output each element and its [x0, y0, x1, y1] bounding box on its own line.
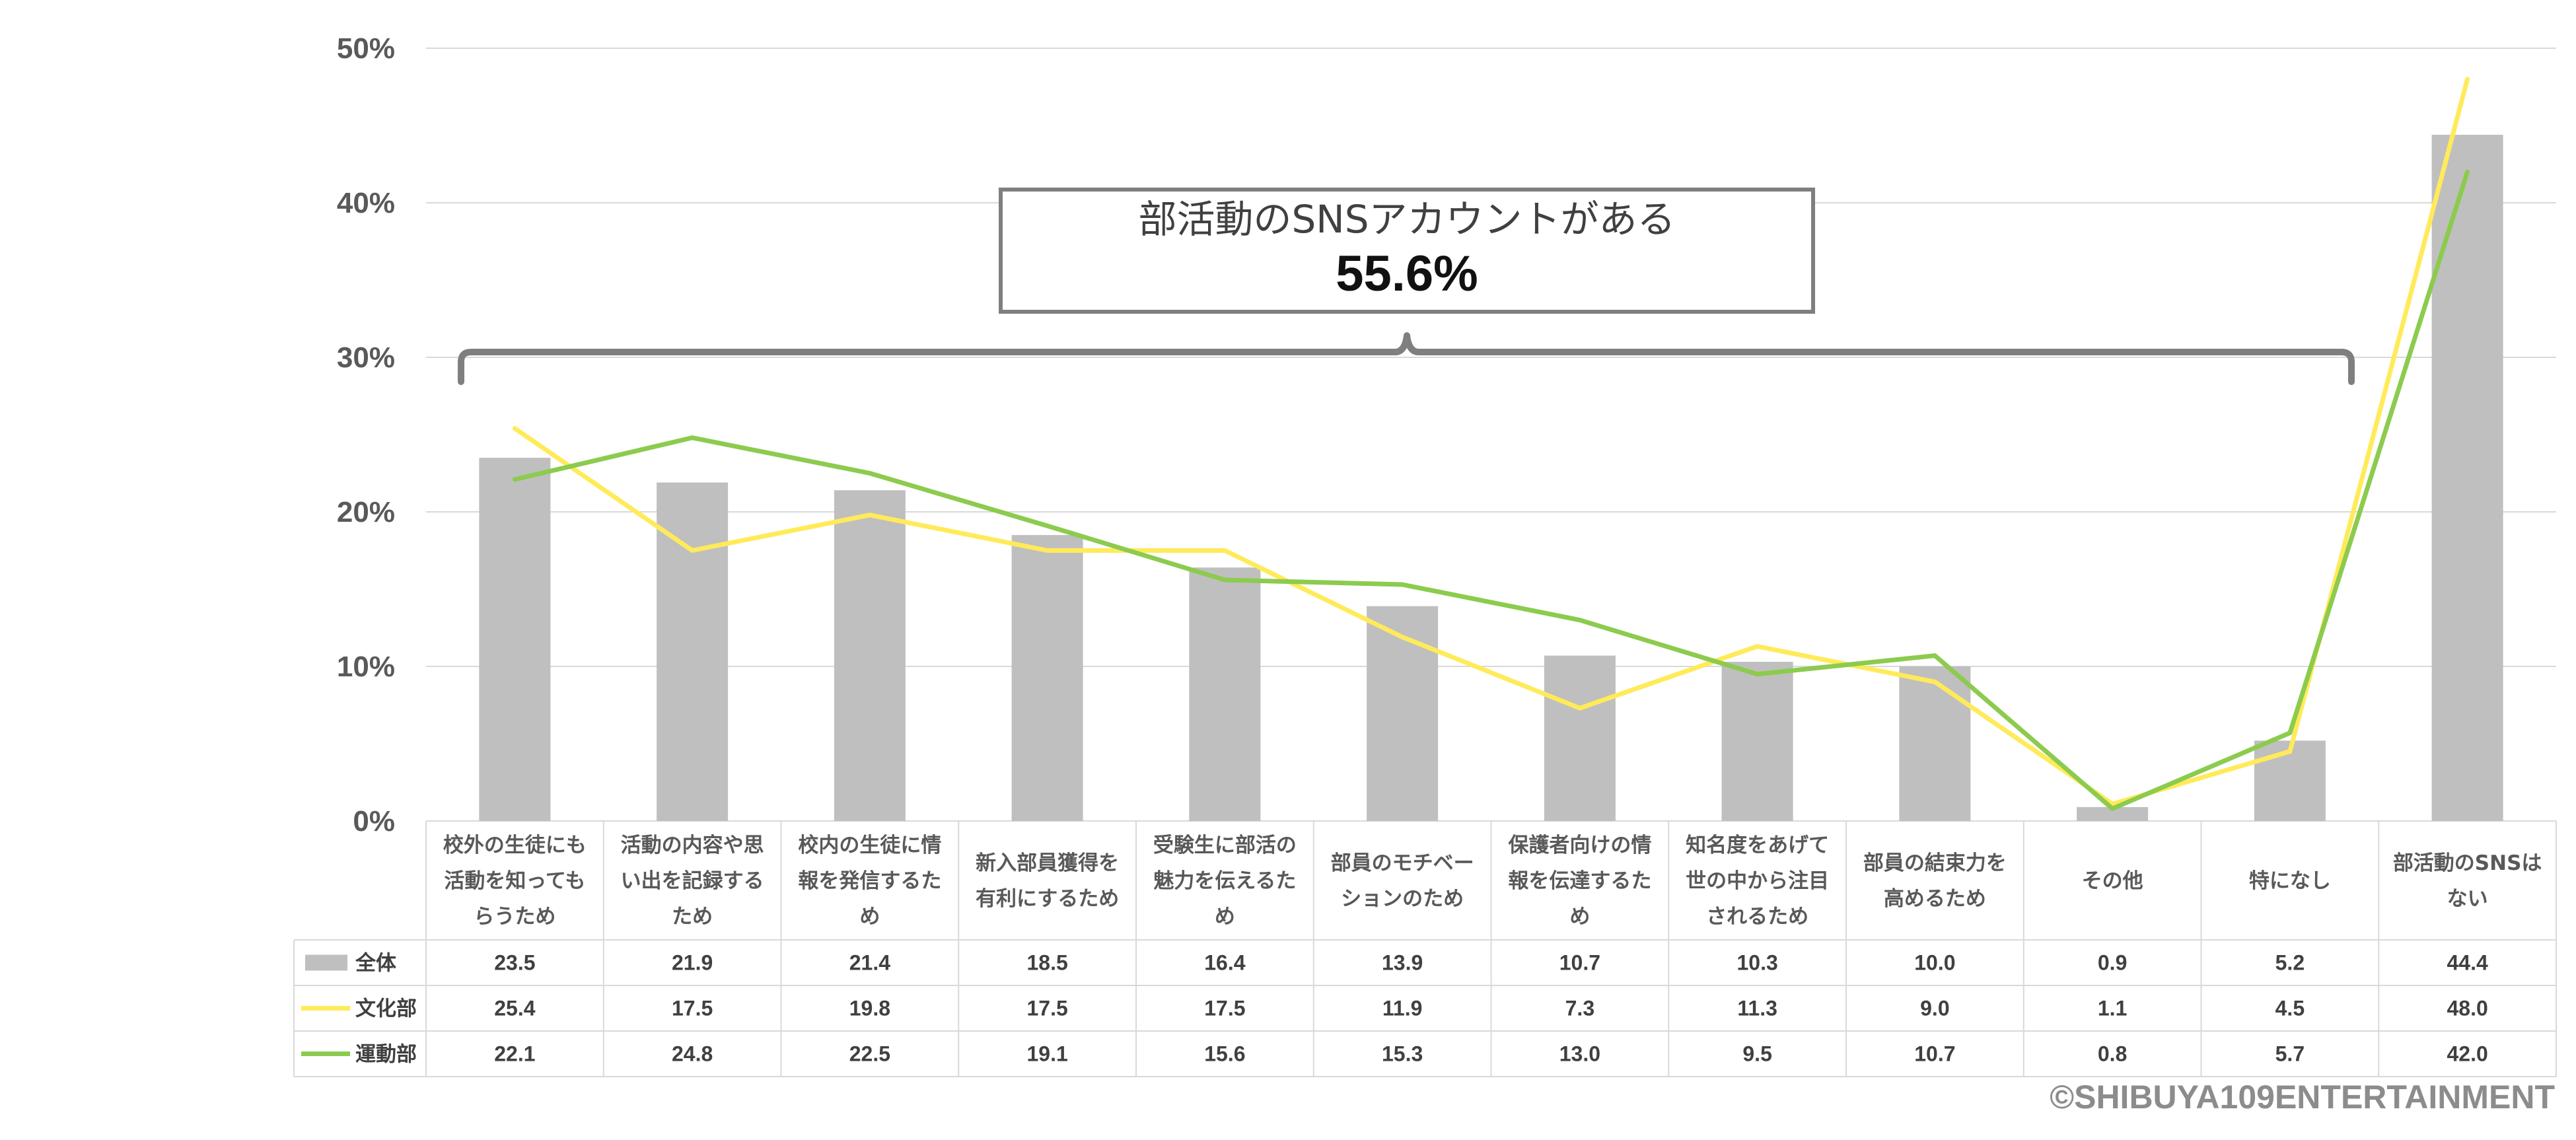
category-label: されるため [1706, 905, 1808, 929]
category-label: 部活動のSNSは [2393, 851, 2542, 875]
bar [657, 482, 729, 821]
table-cell: 13.9 [1382, 951, 1423, 975]
table-cell: 24.8 [672, 1042, 713, 1066]
series-label: 文化部 [355, 997, 417, 1021]
table-cell: 10.7 [1914, 1042, 1955, 1066]
category-label: 高めるため [1884, 887, 1986, 911]
category-label: 活動の内容や思 [621, 834, 764, 857]
callout-bracket [458, 332, 2355, 385]
category-label: め [1215, 905, 1235, 929]
series-label: 全体 [355, 952, 396, 976]
category-label: め [1569, 905, 1590, 929]
table-cell: 42.0 [2447, 1042, 2487, 1066]
table-cell: 19.1 [1026, 1042, 1067, 1066]
table-cell: 23.5 [494, 951, 535, 975]
bar [834, 490, 906, 821]
y-tick-label: 40% [337, 187, 395, 219]
bar [2254, 740, 2326, 821]
table-cell: 11.3 [1737, 997, 1777, 1020]
table-cell: 18.5 [1026, 951, 1067, 975]
category-label: その他 [2082, 869, 2143, 893]
table-cell: 5.2 [2275, 951, 2305, 975]
category-label: め [859, 905, 880, 929]
callout-box [999, 188, 1815, 314]
bar [1189, 567, 1261, 821]
table-cell: 11.9 [1382, 997, 1423, 1020]
category-label: 報を伝達するた [1508, 869, 1651, 893]
table-cell: 1.1 [2098, 997, 2127, 1020]
callout-label: 部活動のSNSアカウントがある [1138, 197, 1675, 242]
category-label: 魅力を伝えるた [1153, 869, 1296, 893]
table-cell: 9.0 [1920, 997, 1949, 1020]
table-cell: 10.7 [1559, 951, 1600, 975]
category-label: 特になし [2249, 869, 2331, 893]
category-label: 部員のモチベー [1331, 851, 1474, 875]
bar [2077, 806, 2149, 821]
table-cell: 15.3 [1382, 1042, 1423, 1066]
bar [1721, 661, 1793, 821]
category-label: 報を発信するた [798, 869, 941, 893]
category-label: 校内の生徒に情 [798, 834, 941, 857]
category-label: 有利にするため [976, 887, 1119, 911]
category-label: 保護者向けの情 [1508, 834, 1651, 857]
callout-value: 55.6% [1336, 246, 1478, 302]
table-cell: 13.0 [1559, 1042, 1600, 1066]
table-cell: 9.5 [1742, 1042, 1771, 1066]
category-label: 校外の生徒にも [443, 834, 587, 857]
bar [2431, 135, 2503, 821]
table-cell: 17.5 [1026, 997, 1067, 1020]
gridlines [426, 48, 2556, 822]
y-tick-label: 10% [337, 651, 395, 683]
category-label: 世の中から注目 [1686, 869, 1829, 893]
bar [1899, 666, 1971, 821]
series-label: 運動部 [355, 1043, 417, 1067]
table-cell: 5.7 [2275, 1042, 2305, 1066]
table-cell: 21.4 [849, 951, 890, 975]
table-cell: 25.4 [494, 997, 535, 1020]
table-cell: 0.8 [2098, 1042, 2127, 1066]
y-tick-label: 0% [353, 805, 395, 837]
category-label: い出を記録する [621, 869, 764, 893]
category-label: 新入部員獲得を [976, 851, 1119, 875]
bar [1544, 655, 1616, 821]
table-cell: 22.5 [849, 1042, 890, 1066]
table-cell: 4.5 [2275, 997, 2305, 1020]
table-cell: 17.5 [672, 997, 713, 1020]
category-label: らうため [474, 905, 555, 929]
table-cell: 16.4 [1204, 951, 1245, 975]
table-cell: 10.0 [1914, 951, 1955, 975]
table-cell: 19.8 [849, 997, 890, 1020]
category-label: ない [2447, 887, 2488, 911]
y-tick-label: 20% [337, 496, 395, 528]
legend-key-bar [305, 954, 347, 971]
table-cell: 10.3 [1736, 951, 1777, 975]
category-label: ため [672, 905, 713, 929]
table-cell: 17.5 [1204, 997, 1245, 1020]
table-cell: 0.9 [2098, 951, 2127, 975]
callout-annotation: 部活動のSNSアカウントがある 55.6% [458, 188, 2355, 385]
category-label: 受験生に部活の [1153, 834, 1297, 857]
category-label: ションのため [1341, 887, 1464, 911]
table-cell: 21.9 [672, 951, 713, 975]
category-label: 知名度をあげて [1686, 834, 1829, 857]
table-cell: 22.1 [494, 1042, 535, 1066]
copyright: ©SHIBUYA109ENTERTAINMENT [2050, 1079, 2555, 1116]
series-line [512, 169, 2470, 811]
category-label: 部員の結束力を [1863, 851, 2007, 875]
y-axis-ticks: 0% 10% 20% 30% 40% 50% [337, 32, 395, 837]
y-tick-label: 30% [337, 341, 395, 374]
bar [479, 458, 551, 821]
table-cell: 7.3 [1565, 997, 1594, 1020]
table-cell: 15.6 [1204, 1042, 1245, 1066]
category-label: 活動を知っても [444, 869, 585, 893]
bar [1011, 535, 1083, 821]
bar [1367, 606, 1439, 821]
table-cell: 44.4 [2447, 951, 2487, 975]
y-tick-label: 50% [337, 32, 395, 65]
line-series [512, 77, 2470, 811]
table-cell: 48.0 [2447, 997, 2487, 1020]
